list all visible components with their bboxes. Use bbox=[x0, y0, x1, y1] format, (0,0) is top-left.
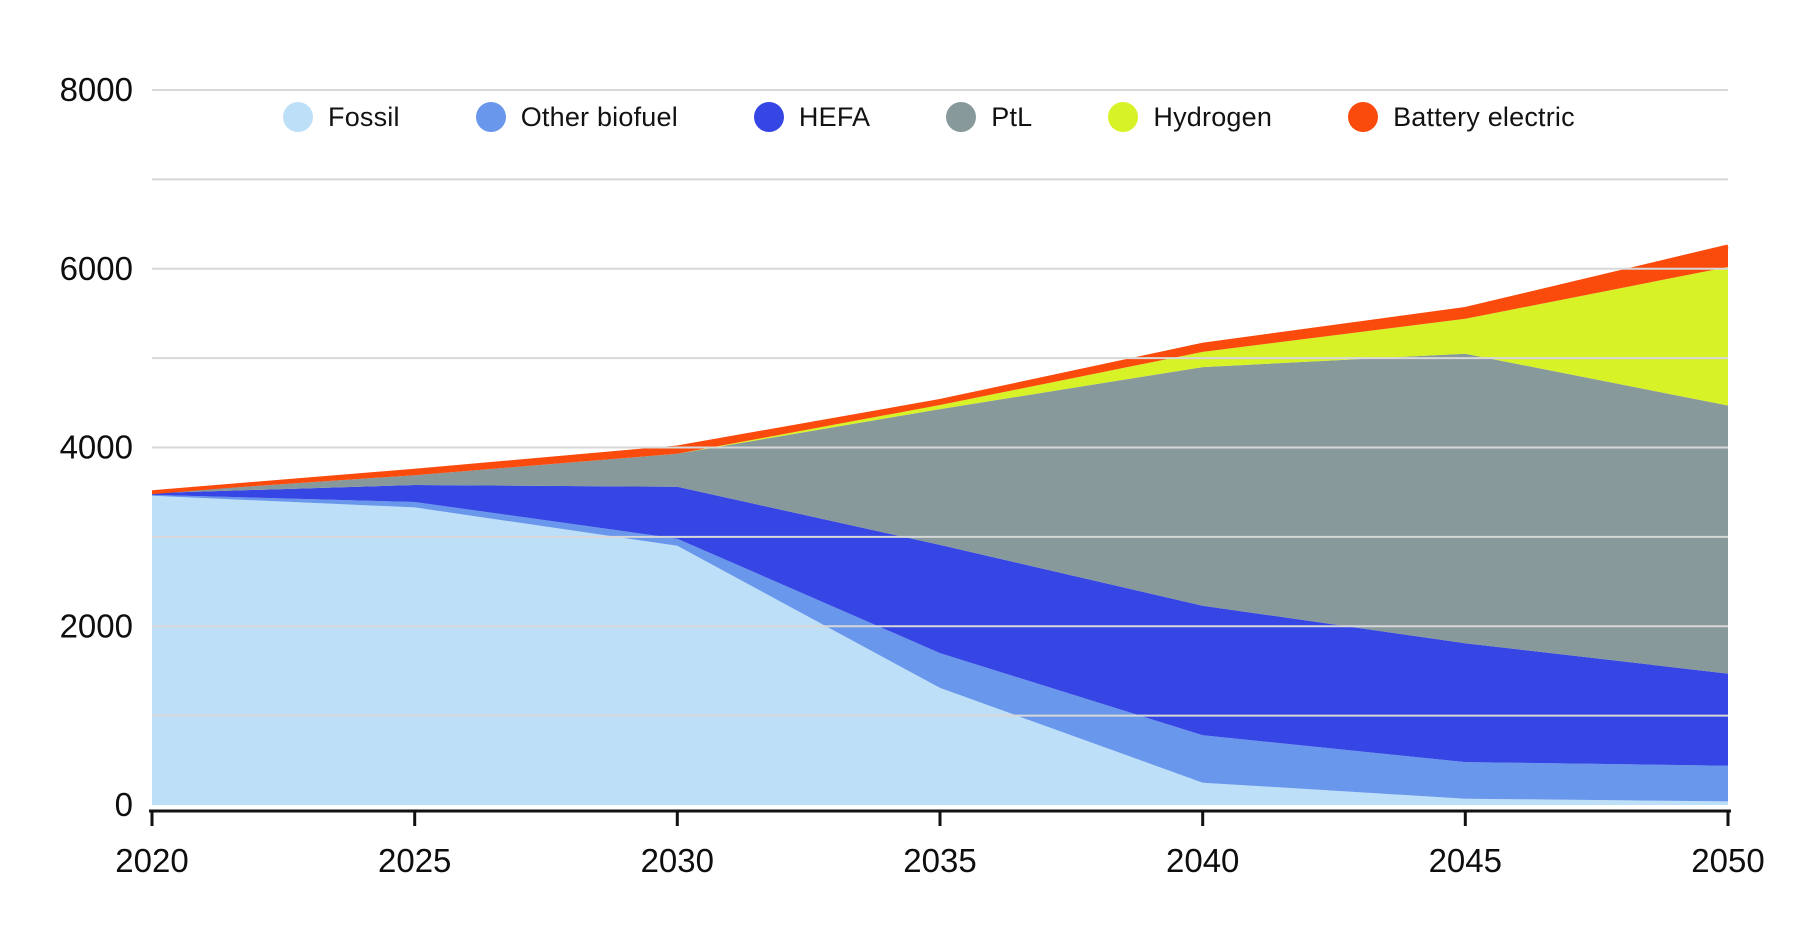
y-tick-label: 6000 bbox=[60, 250, 133, 287]
area-fossil bbox=[152, 495, 1728, 805]
legend-label: Hydrogen bbox=[1153, 101, 1273, 132]
x-tick-label: 2040 bbox=[1166, 842, 1239, 879]
x-tick-label: 2020 bbox=[115, 842, 188, 879]
y-tick-label: 0 bbox=[115, 786, 133, 823]
legend-label: Fossil bbox=[328, 101, 400, 132]
legend-item-ptl: PtL bbox=[946, 102, 1032, 133]
legend-swatch-icon bbox=[1108, 102, 1139, 132]
legend-item-hydrogen: Hydrogen bbox=[1108, 102, 1272, 133]
legend-swatch-icon bbox=[753, 102, 784, 132]
area-other-biofuel bbox=[152, 494, 1728, 802]
total-top-line bbox=[151, 244, 1729, 495]
legend-label: Other biofuel bbox=[520, 101, 678, 132]
legend-swatch-icon bbox=[1348, 102, 1379, 132]
legend-item-other-biofuel: Other biofuel bbox=[475, 101, 678, 133]
x-tick-label: 2030 bbox=[641, 842, 714, 879]
x-tick-label: 2045 bbox=[1429, 842, 1502, 879]
legend-label: HEFA bbox=[798, 101, 871, 132]
y-tick-label: 8000 bbox=[60, 71, 133, 108]
legend-swatch-icon bbox=[475, 102, 506, 132]
y-tick-label: 2000 bbox=[60, 607, 133, 644]
area-ptl bbox=[152, 353, 1728, 674]
x-tick-label: 2025 bbox=[378, 842, 451, 879]
legend-label: Battery electric bbox=[1393, 101, 1575, 132]
legend-item-fossil: Fossil bbox=[283, 102, 400, 133]
legend-swatch-icon bbox=[283, 102, 313, 132]
x-tick-label: 2035 bbox=[903, 842, 976, 879]
chart-legend: Fossil Other biofuel HEFA PtL Hydrogen Batter… bbox=[283, 94, 1575, 140]
y-tick-label: 4000 bbox=[60, 429, 133, 466]
legend-item-battery-electric: Battery electric bbox=[1348, 102, 1575, 133]
legend-item-hefa: HEFA bbox=[753, 101, 871, 133]
legend-swatch-icon bbox=[946, 102, 977, 132]
legend-label: PtL bbox=[991, 101, 1033, 132]
x-tick-label: 2050 bbox=[1691, 842, 1764, 879]
